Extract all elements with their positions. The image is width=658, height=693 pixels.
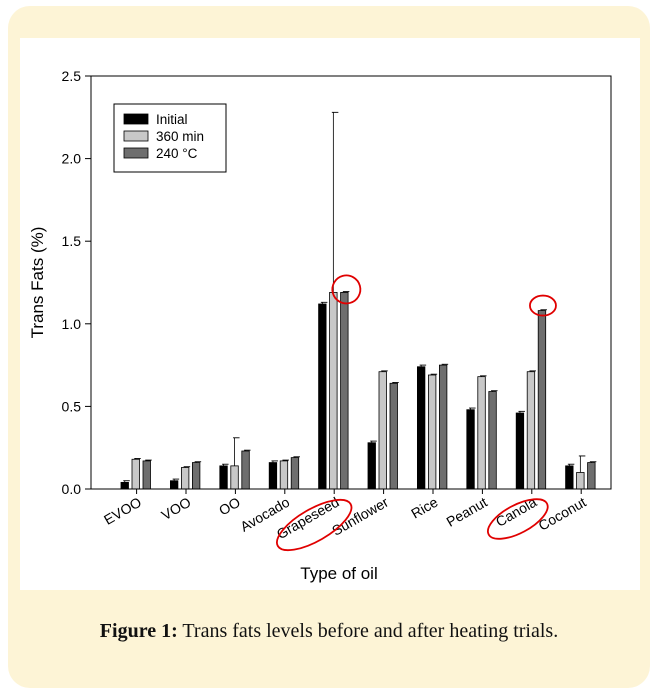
legend-label-1: 360 min	[156, 129, 204, 144]
highlight-canola-label	[487, 498, 549, 540]
y-tick-label: 2.0	[62, 151, 82, 167]
plot-frame	[90, 75, 612, 490]
y-tick-label: 1.0	[62, 316, 82, 332]
highlight-canola-bar	[529, 294, 557, 317]
bar-canola-initial	[515, 412, 525, 490]
bar-voo-360min	[180, 467, 190, 490]
bar-oo-360min	[230, 465, 239, 490]
bar-avocado-360min	[279, 460, 289, 490]
highlight-grapeseed-bar	[331, 274, 362, 305]
x-tick-label-voo: VOO	[159, 494, 194, 523]
bar-peanut-initial	[466, 409, 475, 490]
y-axis-label: Trans Fats (%)	[28, 227, 47, 339]
bar-coconut-360min	[576, 472, 585, 490]
bar-sunflower-240c	[389, 382, 398, 490]
bar-sunflower-initial	[367, 442, 376, 490]
figure-caption: Figure 1: Trans fats levels before and a…	[0, 620, 658, 643]
x-tick-label-oo: OO	[216, 494, 243, 519]
bar-oo-initial	[219, 465, 228, 490]
bar-rice-240c	[438, 364, 448, 490]
y-tick-label: 0.0	[62, 481, 82, 497]
bar-avocado-initial	[268, 462, 278, 490]
legend-swatch-0	[123, 113, 149, 125]
legend-swatch-1	[123, 130, 149, 142]
x-tick-label-peanut: Peanut	[443, 494, 490, 530]
bar-canola-240c	[537, 310, 547, 490]
bar-grapeseed-240c	[340, 292, 349, 490]
legend-label-2: 240 °C	[156, 146, 198, 161]
bar-evoo-360min	[131, 458, 140, 490]
bar-peanut-240c	[488, 391, 497, 490]
bar-grapeseed-360min	[329, 292, 338, 490]
bar-voo-240c	[191, 462, 201, 490]
bar-evoo-initial	[120, 481, 129, 490]
bar-oo-240c	[241, 450, 250, 490]
bar-voo-initial	[169, 480, 179, 490]
figure-panel: 0.0 0.5 1.0 1.5 2.0 2.5 Trans Fats (%) EVOO VOO O…	[20, 38, 640, 590]
y-tick-label: 2.5	[62, 68, 82, 84]
bar-rice-initial	[416, 366, 426, 490]
bar-sunflower-360min	[378, 371, 387, 490]
bar-coconut-240c	[587, 462, 596, 490]
bar-coconut-initial	[565, 465, 574, 490]
bar-rice-360min	[427, 374, 437, 490]
x-axis-label: Type of oil	[300, 564, 378, 583]
y-tick-label: 1.5	[62, 233, 82, 249]
caption-label: Figure 1:	[99, 620, 178, 642]
caption-text: Trans fats levels before and after heati…	[177, 620, 559, 642]
bar-grapeseed-initial	[318, 303, 327, 490]
bar-evoo-240c	[142, 460, 151, 490]
legend-swatch-2	[123, 147, 149, 159]
legend-label-0: Initial	[156, 112, 188, 127]
highlight-grapeseed-label	[276, 498, 353, 552]
x-tick-label-evoo: EVOO	[101, 494, 144, 528]
bar-canola-360min	[526, 371, 536, 490]
bar-avocado-240c	[290, 457, 300, 490]
bar-chart: 0.0 0.5 1.0 1.5 2.0 2.5 Trans Fats (%) EVOO VOO O…	[28, 68, 612, 583]
y-tick-label: 0.5	[62, 398, 82, 414]
x-tick-label-rice: Rice	[408, 494, 440, 522]
bar-peanut-360min	[477, 376, 486, 490]
